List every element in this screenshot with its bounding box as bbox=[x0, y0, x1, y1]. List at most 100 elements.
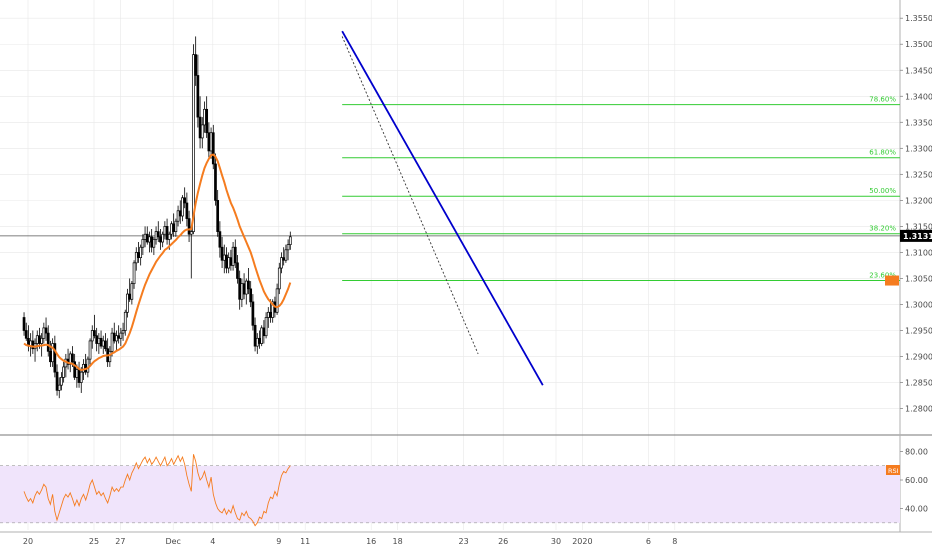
candle-body-up bbox=[286, 244, 290, 251]
candle-body-up bbox=[161, 233, 165, 243]
candle bbox=[253, 317, 257, 352]
candle bbox=[205, 96, 209, 138]
candle-body-up bbox=[75, 369, 79, 378]
candle-body-down bbox=[253, 324, 257, 347]
candle bbox=[247, 268, 250, 295]
price-tick-label: 1.28000 bbox=[905, 405, 932, 414]
candle bbox=[33, 338, 37, 362]
candle bbox=[286, 239, 290, 261]
candle-body-up bbox=[203, 108, 206, 126]
time-tick-label: 20 bbox=[23, 537, 33, 546]
downtrend-line[interactable] bbox=[341, 30, 544, 386]
candle-body-up bbox=[79, 371, 83, 383]
candle bbox=[282, 247, 286, 266]
candle-body-up bbox=[152, 239, 156, 248]
candle-body-up bbox=[154, 231, 158, 240]
candle bbox=[255, 333, 259, 354]
candle bbox=[99, 330, 103, 349]
candle-body-up bbox=[119, 332, 123, 339]
candlestick-series bbox=[22, 36, 292, 399]
candle bbox=[203, 101, 206, 133]
last-price-badge[interactable] bbox=[900, 229, 932, 242]
time-tick-label: 27 bbox=[115, 537, 125, 546]
candle-body-down bbox=[49, 350, 52, 363]
candle bbox=[198, 96, 202, 149]
rsi-tick-label: 80.00 bbox=[905, 447, 928, 456]
candle-body-up bbox=[163, 226, 167, 235]
candle bbox=[119, 327, 123, 347]
fibonacci-retracement[interactable]: 78.60% 61.80% 50.00% 38.20% 23.60% bbox=[0, 96, 900, 282]
candle bbox=[53, 335, 57, 378]
candle-body-down bbox=[242, 283, 246, 295]
candle-body-up bbox=[227, 257, 231, 269]
trendlines[interactable] bbox=[341, 30, 544, 386]
candle bbox=[266, 307, 270, 328]
candle-body-up bbox=[174, 220, 178, 232]
candle bbox=[64, 353, 68, 378]
candle bbox=[79, 366, 83, 393]
candle-body-down bbox=[159, 236, 162, 243]
candle-body-up bbox=[222, 254, 226, 261]
candle-body-up bbox=[130, 283, 134, 300]
candle-body-up bbox=[35, 335, 39, 344]
candle bbox=[42, 322, 46, 344]
candle-body-up bbox=[121, 330, 125, 334]
candle-body-down bbox=[236, 262, 239, 279]
rsi-band bbox=[0, 465, 900, 523]
candle bbox=[68, 351, 72, 373]
price-tick-label: 1.30000 bbox=[905, 300, 932, 309]
candle bbox=[216, 189, 220, 237]
candle bbox=[178, 200, 182, 224]
candle bbox=[150, 229, 154, 253]
time-axis[interactable]: 20 25 27 Dec 4 9 11 16 18 23 26 30 2020 6 8 bbox=[23, 537, 677, 546]
candle-body-down bbox=[214, 163, 217, 201]
candle-body-up bbox=[176, 210, 180, 222]
candle-body-up bbox=[192, 54, 195, 232]
candle bbox=[104, 333, 107, 352]
candle bbox=[222, 244, 226, 274]
candle bbox=[132, 260, 136, 289]
candle-body-up bbox=[181, 197, 184, 217]
price-tick-label: 1.34500 bbox=[905, 66, 932, 75]
fib-level-label: 23.60% bbox=[869, 272, 896, 280]
candle bbox=[24, 322, 28, 341]
candle bbox=[137, 242, 140, 263]
candle bbox=[84, 353, 88, 375]
candle-body-down bbox=[104, 340, 107, 350]
candle-body-up bbox=[86, 358, 90, 373]
candle-body-up bbox=[62, 366, 65, 378]
candle bbox=[181, 195, 184, 222]
candle-body-up bbox=[141, 239, 145, 248]
time-tick-label: 11 bbox=[300, 537, 310, 546]
candle bbox=[90, 325, 94, 349]
candle bbox=[288, 231, 292, 250]
candle-body-up bbox=[260, 327, 264, 344]
time-tick-label: 18 bbox=[393, 537, 403, 546]
candle bbox=[189, 226, 193, 279]
candle-body-down bbox=[53, 343, 57, 373]
candle bbox=[156, 221, 160, 243]
candle bbox=[141, 234, 145, 256]
fib-diagonal-line[interactable] bbox=[341, 36, 479, 355]
candle bbox=[35, 330, 39, 352]
price-tick-label: 1.31000 bbox=[905, 248, 932, 257]
candle bbox=[183, 187, 187, 209]
candle-body-up bbox=[244, 280, 248, 295]
candle bbox=[88, 338, 92, 365]
price-tick-label: 1.34000 bbox=[905, 92, 932, 101]
candle bbox=[44, 317, 48, 341]
candle-body-up bbox=[240, 283, 244, 300]
moving-average bbox=[23, 153, 292, 372]
candle-body-up bbox=[110, 332, 114, 352]
candle bbox=[60, 372, 63, 391]
candle bbox=[130, 281, 134, 305]
price-axis[interactable]: 1.35500 1.35000 1.34500 1.34000 1.33500 1.330… bbox=[885, 14, 932, 414]
candle-body-down bbox=[233, 246, 237, 264]
candle bbox=[244, 278, 248, 305]
candle-body-down bbox=[196, 75, 200, 118]
candle-body-down bbox=[249, 288, 253, 303]
candle-body-up bbox=[148, 236, 151, 243]
candle-body-down bbox=[218, 231, 222, 248]
candle bbox=[117, 325, 121, 344]
